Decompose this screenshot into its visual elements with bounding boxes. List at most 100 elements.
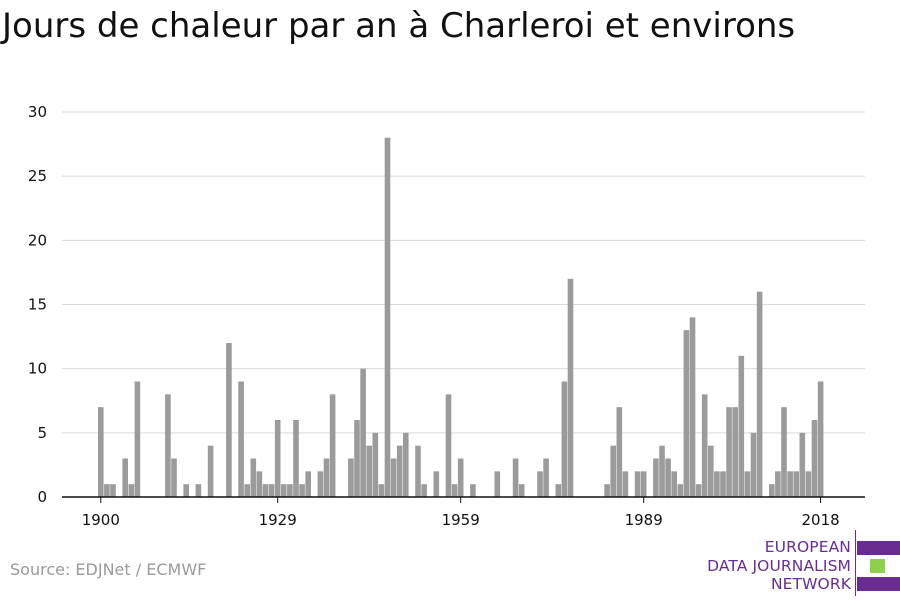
source-note: Source: EDJNet / ECMWF — [10, 560, 207, 579]
bar-1977 — [567, 278, 574, 497]
logo-line-1: EUROPEAN — [764, 538, 851, 556]
bar-1914 — [183, 484, 189, 497]
bar-2000 — [708, 445, 714, 497]
logo-line-2: DATA JOURNALISM — [707, 556, 851, 575]
bar-2013 — [787, 471, 793, 497]
bar-2008 — [756, 291, 763, 497]
bar-2007 — [750, 432, 757, 497]
bar-1959 — [457, 458, 464, 497]
bar-1972 — [537, 471, 543, 497]
bar-1965 — [494, 471, 501, 497]
bar-1900 — [98, 407, 104, 497]
bar-1946 — [378, 484, 385, 497]
bar-1952 — [415, 445, 421, 497]
bar-1986 — [622, 471, 629, 497]
y-tick-label: 5 — [37, 424, 47, 442]
bar-2018 — [817, 381, 824, 497]
logo-bar-green — [870, 559, 885, 573]
bar-1955 — [433, 471, 440, 497]
bar-1949 — [396, 445, 403, 497]
bar-2006 — [744, 471, 751, 497]
bar-1984 — [610, 445, 616, 497]
y-tick-label: 10 — [28, 360, 47, 378]
bar-2005 — [738, 355, 745, 497]
bar-1912 — [171, 458, 177, 497]
bar-1904 — [122, 458, 128, 497]
bar-1943 — [360, 368, 366, 497]
bar-1928 — [268, 484, 275, 497]
bar-1934 — [305, 471, 311, 497]
bar-2011 — [775, 471, 781, 497]
bar-1988 — [634, 471, 641, 497]
bar-1957 — [445, 394, 452, 497]
bar-2012 — [781, 407, 787, 497]
bar-1997 — [689, 317, 696, 497]
y-tick-label: 15 — [28, 296, 47, 314]
bar-1930 — [281, 484, 287, 497]
bar-1996 — [683, 330, 690, 497]
bar-2014 — [793, 471, 799, 497]
bar-1958 — [451, 484, 458, 497]
edjnet-logo[interactable]: EUROPEAN DATA JOURNALISM NETWORK — [700, 530, 900, 596]
bar-1999 — [701, 394, 708, 497]
logo-text: EUROPEAN DATA JOURNALISM NETWORK — [707, 538, 851, 594]
bar-1924 — [244, 484, 250, 497]
bar-2001 — [714, 471, 720, 497]
bar-1950 — [403, 432, 409, 497]
bar-1938 — [329, 394, 336, 497]
bar-1901 — [104, 484, 110, 497]
bar-1942 — [354, 420, 360, 497]
bar-2002 — [720, 471, 726, 497]
bar-1911 — [165, 394, 171, 497]
x-tick-label: 2018 — [802, 511, 840, 529]
bar-1945 — [372, 432, 379, 497]
logo-bar-purple-top — [857, 541, 900, 555]
bars — [98, 137, 824, 497]
bar-1953 — [421, 484, 427, 497]
bar-1916 — [195, 484, 202, 497]
bar-1948 — [390, 458, 397, 497]
bar-1906 — [134, 381, 141, 497]
bar-1902 — [110, 484, 116, 497]
bar-1995 — [677, 484, 684, 497]
bar-1929 — [274, 420, 281, 497]
bar-1947 — [384, 137, 391, 497]
y-tick-label: 25 — [28, 167, 47, 185]
bar-1925 — [250, 458, 257, 497]
x-tick-label: 1989 — [625, 511, 663, 529]
bar-1932 — [293, 420, 299, 497]
bar-2010 — [769, 484, 775, 497]
bar-1931 — [287, 484, 293, 497]
bar-1923 — [238, 381, 244, 497]
y-tick-label: 20 — [28, 231, 47, 249]
y-axis: 0 5 10 15 20 25 30 — [28, 103, 47, 506]
bar-1994 — [671, 471, 677, 497]
bar-1961 — [470, 484, 476, 497]
bar-1975 — [555, 484, 562, 497]
bar-1937 — [323, 458, 330, 497]
bar-2015 — [799, 432, 806, 497]
bar-2003 — [726, 407, 732, 497]
x-tick-label: 1959 — [442, 511, 480, 529]
bar-1933 — [299, 484, 305, 497]
gridlines — [62, 111, 865, 434]
bar-1976 — [561, 381, 568, 497]
x-axis: 1900 1929 1959 1989 2018 — [62, 496, 865, 529]
bar-1991 — [653, 458, 659, 497]
bar-1968 — [512, 458, 519, 497]
bar-1983 — [604, 484, 610, 497]
bar-1992 — [659, 445, 665, 497]
logo-bar-purple-bottom — [857, 577, 900, 591]
bar-1998 — [695, 484, 702, 497]
bar-1905 — [128, 484, 135, 497]
bar-1936 — [317, 471, 324, 497]
bar-1921 — [226, 343, 232, 497]
bar-2017 — [811, 420, 818, 497]
chart-title: Jours de chaleur par an à Charleroi et e… — [2, 6, 796, 46]
bar-2004 — [732, 407, 738, 497]
bar-1969 — [518, 484, 525, 497]
bar-1927 — [262, 484, 269, 497]
bar-1941 — [348, 458, 354, 497]
bar-1993 — [665, 458, 671, 497]
